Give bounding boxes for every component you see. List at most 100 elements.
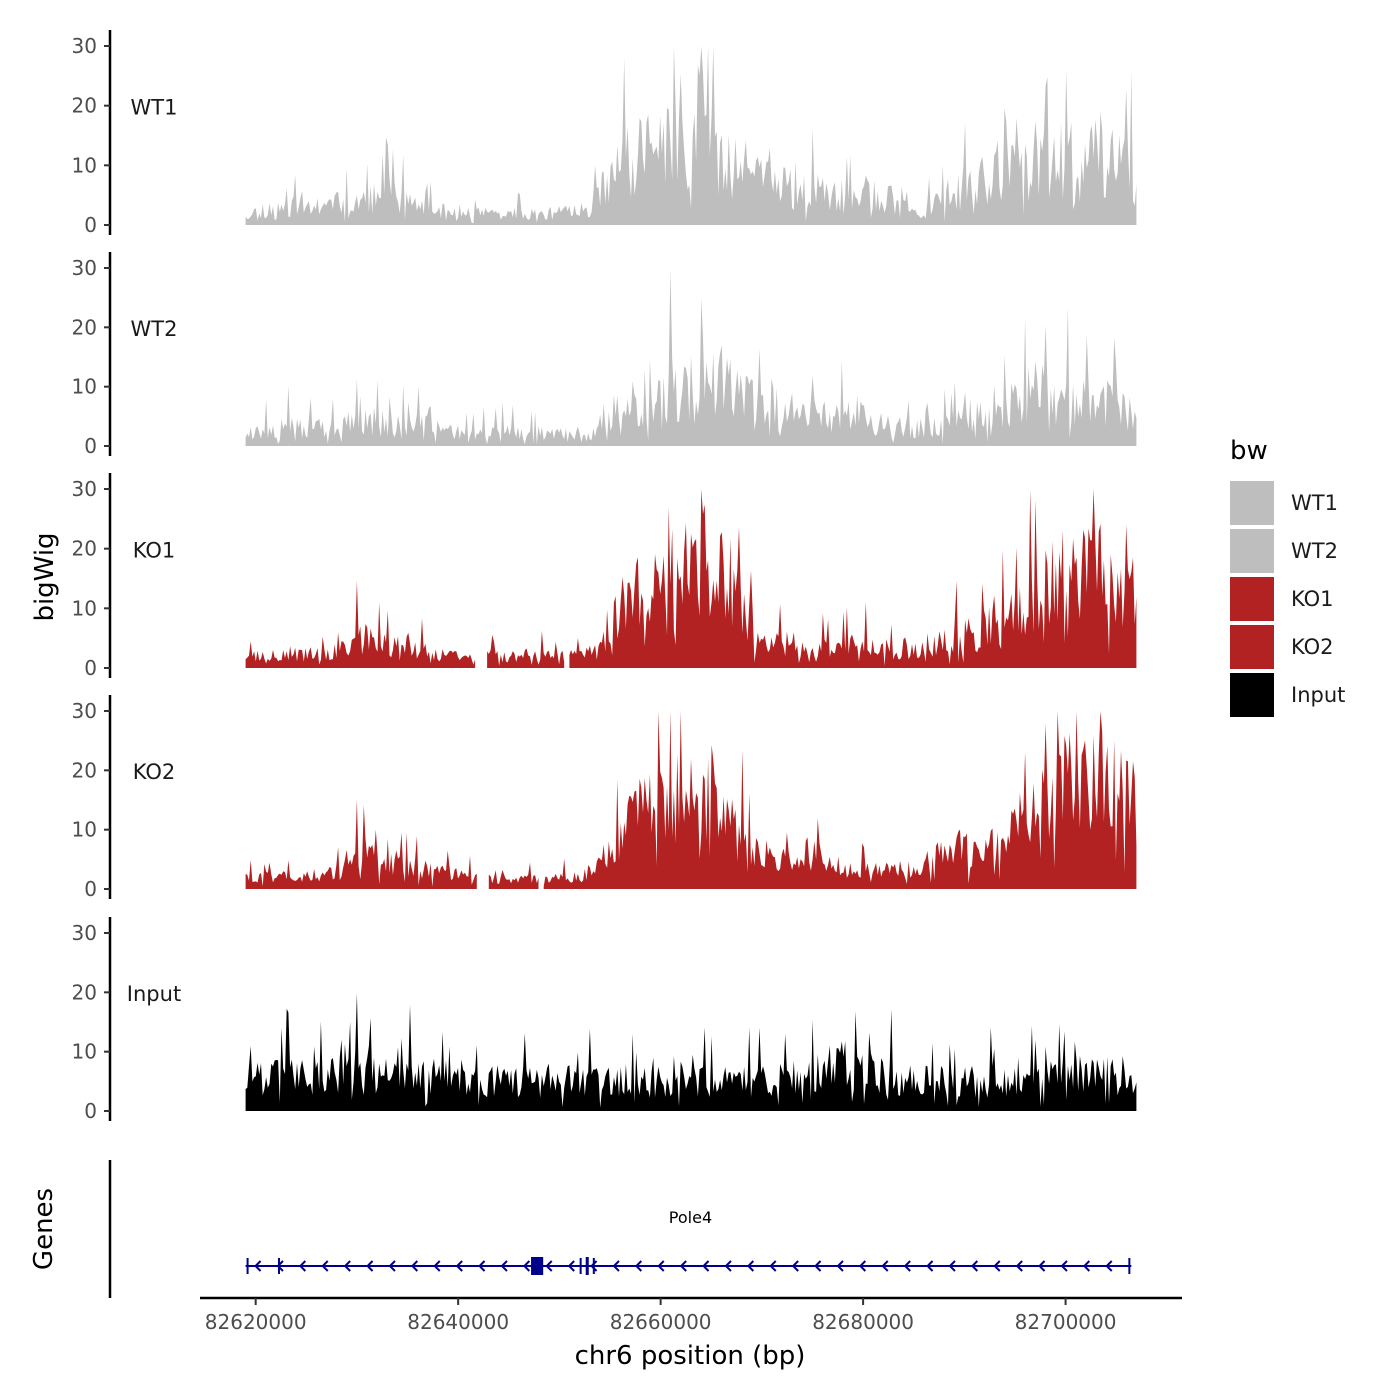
signal-area (245, 799, 477, 889)
y-tick-label: 30 (72, 34, 97, 58)
strand-arrow (388, 1260, 396, 1272)
strand-arrow (724, 1260, 732, 1272)
x-tick-label: 82680000 (812, 1310, 914, 1334)
y-tick-label: 0 (84, 877, 97, 901)
legend-key (1230, 529, 1274, 573)
y-tick-label: 20 (72, 94, 97, 118)
strand-arrow (500, 1260, 508, 1272)
y-tick-label: 10 (72, 153, 97, 177)
strand-arrow (657, 1260, 665, 1272)
legend-label: KO1 (1291, 587, 1334, 611)
signal-area (245, 993, 1137, 1111)
track-Input: 0 10 20 30 Input (72, 917, 1137, 1123)
y-tick-label: 10 (72, 375, 97, 399)
strand-arrow (612, 1260, 620, 1272)
strand-arrow (679, 1260, 687, 1272)
strand-arrow (522, 1260, 531, 1272)
y-tick-label: 30 (72, 699, 97, 723)
exon (585, 1257, 589, 1275)
track-KO2: 0 10 20 30 KO2 (72, 695, 1137, 901)
signal-area (488, 862, 539, 889)
strand-arrow (455, 1260, 463, 1272)
legend-label: Input (1291, 683, 1345, 707)
strand-arrow (410, 1260, 419, 1272)
gene-name: Pole4 (669, 1208, 712, 1227)
track-label: Input (127, 982, 181, 1006)
strand-arrow (702, 1260, 710, 1272)
y-tick-label: 20 (72, 537, 97, 561)
y-tick-label: 10 (72, 818, 97, 842)
strand-arrow (298, 1260, 307, 1272)
track-label: WT1 (131, 96, 178, 120)
x-axis-title: chr6 position (bp) (575, 1341, 806, 1371)
signal-area (245, 268, 1137, 446)
x-tick-label: 82700000 (1015, 1310, 1117, 1334)
y-tick-label: 0 (84, 434, 97, 458)
legend-label: KO2 (1291, 635, 1334, 659)
strand-arrow (926, 1260, 934, 1272)
strand-arrow (836, 1260, 844, 1272)
strand-arrow (814, 1260, 822, 1272)
strand-arrow (433, 1260, 441, 1272)
strand-arrow (970, 1260, 979, 1272)
x-tick-label: 82640000 (407, 1310, 509, 1334)
gene-track: Pole4 (108, 1160, 1132, 1298)
strand-arrow (993, 1260, 1001, 1272)
legend-key (1230, 673, 1274, 717)
y-tick-label: 0 (84, 213, 97, 237)
legend-label: WT2 (1291, 539, 1338, 563)
strand-arrow (1038, 1260, 1046, 1272)
y-tick-label: 30 (72, 256, 97, 280)
track-label: KO1 (133, 539, 176, 563)
signal-area (487, 630, 565, 668)
signal-area (245, 46, 1137, 225)
y-tick-label: 20 (72, 758, 97, 782)
y-tick-label: 0 (84, 1099, 97, 1123)
strand-arrow (1060, 1260, 1068, 1272)
strand-arrow (903, 1260, 911, 1272)
strand-arrow (791, 1260, 799, 1272)
y-tick-label: 10 (72, 1040, 97, 1064)
y-tick-label: 30 (72, 477, 97, 501)
strand-arrow (254, 1260, 262, 1272)
x-axis: 82620000 82640000 82660000 82680000 82700000 (200, 1296, 1182, 1334)
strand-arrow (276, 1260, 284, 1272)
strand-arrow (1015, 1260, 1023, 1272)
track-KO1: 0 10 20 30 KO1 (72, 473, 1137, 680)
tracks-layer: 0 10 20 30 WT1 0 10 20 30 WT2 0 10 20 30 KO1 0 10 20 30 KO2… (72, 30, 1137, 1123)
track-label: KO2 (133, 760, 176, 784)
gene-track-title: Genes (29, 1188, 59, 1270)
legend-title: bw (1230, 436, 1268, 466)
legend-label: WT1 (1291, 491, 1338, 515)
signal-area (245, 580, 476, 668)
strand-arrow (545, 1260, 553, 1272)
strand-arrow (321, 1260, 329, 1272)
track-label: WT2 (131, 317, 178, 341)
strand-arrow (881, 1260, 889, 1272)
strand-arrow (858, 1260, 867, 1272)
y-axis-title: bigWig (30, 532, 60, 621)
track-WT2: 0 10 20 30 WT2 (72, 252, 1137, 458)
strand-arrow (567, 1260, 575, 1272)
track-WT1: 0 10 20 30 WT1 (72, 30, 1137, 237)
strand-arrow (343, 1260, 351, 1272)
strand-arrow (1105, 1260, 1113, 1272)
legend-key (1230, 625, 1274, 669)
y-tick-label: 20 (72, 315, 97, 339)
strand-arrow (746, 1260, 755, 1272)
signal-area (543, 711, 1137, 889)
y-tick-label: 10 (72, 596, 97, 620)
y-tick-label: 20 (72, 980, 97, 1004)
signal-area (569, 489, 1137, 668)
strand-arrow (590, 1260, 598, 1272)
y-tick-label: 30 (72, 921, 97, 945)
strand-arrow (478, 1260, 486, 1272)
exon (531, 1257, 544, 1275)
x-tick-label: 82620000 (205, 1310, 307, 1334)
strand-arrow (769, 1260, 777, 1272)
strand-arrow (1082, 1260, 1091, 1272)
y-tick-label: 0 (84, 656, 97, 680)
strand-arrow (948, 1260, 956, 1272)
legend: bw WT1 WT2 KO1 KO2 Input (1230, 436, 1345, 717)
